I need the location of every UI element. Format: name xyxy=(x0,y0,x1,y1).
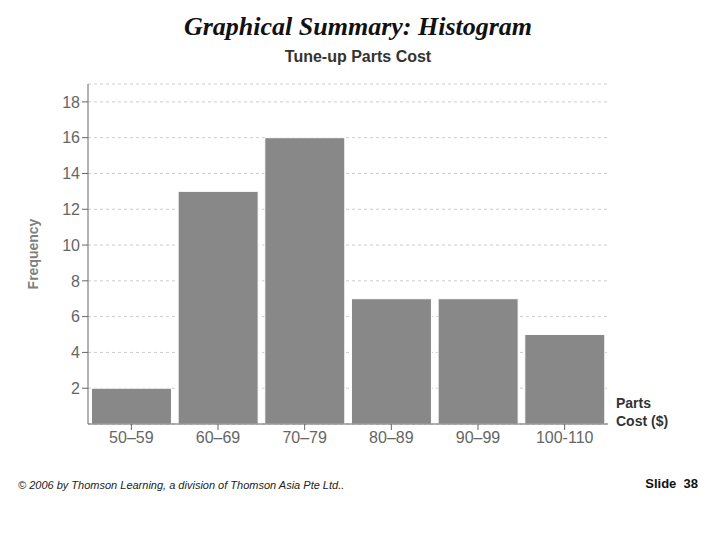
html-text:Tune-up Parts Cost: Tune-up Parts Cost xyxy=(284,48,432,65)
svg-text:8: 8 xyxy=(71,273,80,290)
svg-text:12: 12 xyxy=(62,201,80,218)
svg-text:2: 2 xyxy=(71,380,80,397)
svg-text:60–69: 60–69 xyxy=(196,429,241,446)
svg-text:18: 18 xyxy=(62,94,80,111)
svg-text:70–79: 70–79 xyxy=(282,429,327,446)
svg-text:10: 10 xyxy=(62,237,80,254)
html-text:Slide 38: Slide 38 xyxy=(645,476,698,491)
svg-text:100-110: 100-110 xyxy=(536,429,594,446)
html-text:© 2006 by Thomson Learning, a: © 2006 by Thomson Learning, a division o… xyxy=(18,479,345,491)
svg-text:80–89: 80–89 xyxy=(369,429,414,446)
svg-text:Frequency: Frequency xyxy=(25,218,41,289)
svg-text:14: 14 xyxy=(62,165,80,182)
html-text:Cost ($): Cost ($) xyxy=(616,413,669,429)
html-text:Graphical Summary: Histogram: Graphical Summary: Histogram xyxy=(183,12,533,41)
html-text:Parts: Parts xyxy=(616,395,651,411)
svg-text:6: 6 xyxy=(71,308,80,325)
svg-text:4: 4 xyxy=(71,344,80,361)
svg-text:16: 16 xyxy=(62,129,80,146)
svg-text:50–59: 50–59 xyxy=(109,429,154,446)
svg-text:90–99: 90–99 xyxy=(456,429,501,446)
